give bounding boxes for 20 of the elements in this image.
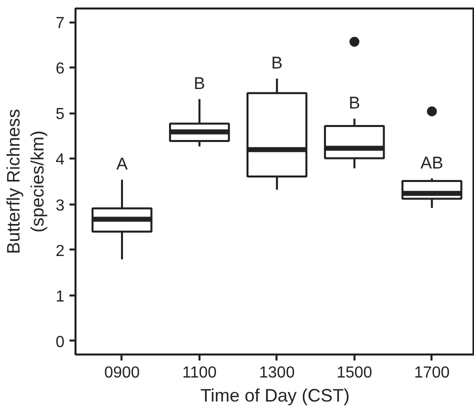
y-tick-label: 1 <box>56 288 65 306</box>
y-tick-label: 7 <box>56 15 65 32</box>
x-tick-label: 1500 <box>336 364 372 382</box>
x-tick-label: 1300 <box>259 364 295 382</box>
y-tick-label: 4 <box>56 152 65 169</box>
x-tick-label: 1700 <box>414 364 450 382</box>
x-axis-title: Time of Day (CST) <box>200 386 350 406</box>
y-tick-label: 2 <box>56 242 65 260</box>
y-tick-label: 6 <box>56 60 65 78</box>
y-tick-label: 0 <box>56 334 65 351</box>
annotation: AB <box>420 153 444 172</box>
x-tick-label: 0900 <box>104 364 140 382</box>
y-tick-label: 3 <box>56 197 65 214</box>
annotation: A <box>116 154 128 174</box>
y-tick-label: 5 <box>56 106 65 124</box>
annotation: B <box>348 94 360 113</box>
x-tick-label: 1100 <box>182 364 217 382</box>
annotation: B <box>271 54 283 73</box>
y-axis-title: Butterfly Richness (species/km) <box>4 108 48 254</box>
annotation: B <box>194 74 206 94</box>
